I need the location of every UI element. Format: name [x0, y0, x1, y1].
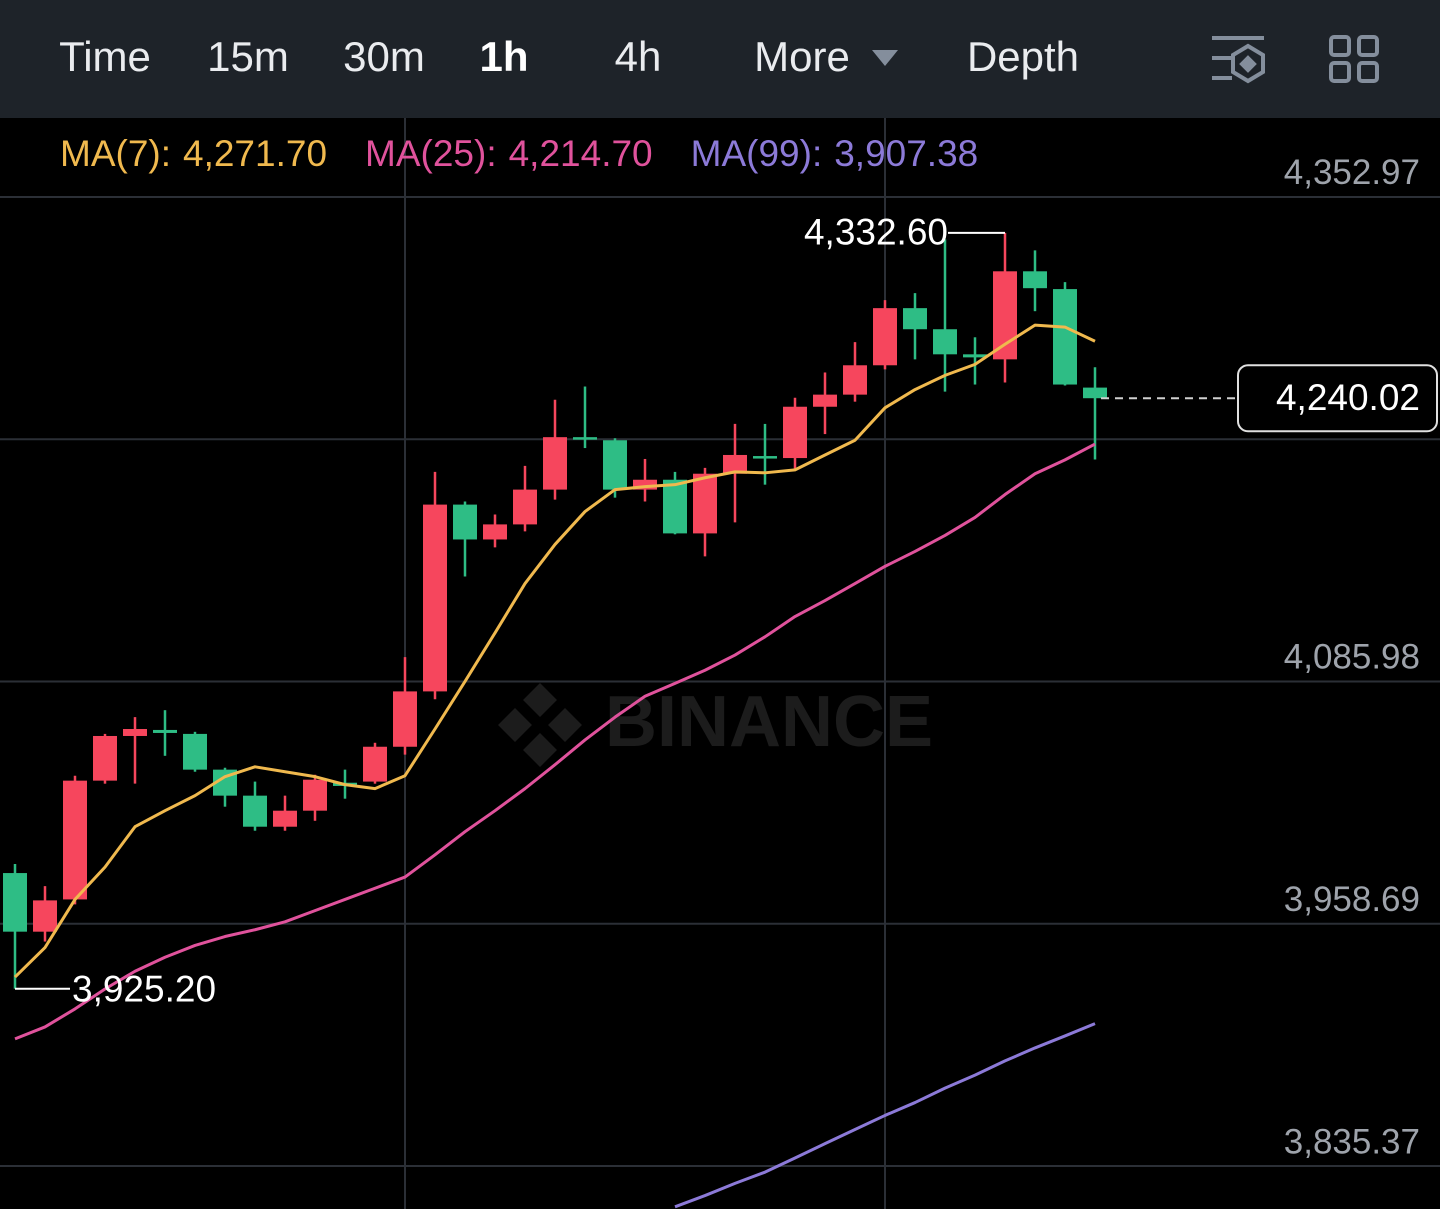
legend-value: 4,271.70	[183, 133, 327, 174]
last-price-box	[1237, 364, 1438, 433]
candle-body	[363, 746, 387, 782]
candles	[3, 232, 1107, 989]
grid	[0, 195, 1440, 1168]
low-label: 3,925.20	[72, 969, 216, 1010]
candle-body	[543, 437, 567, 490]
tab-15m[interactable]: 15m	[207, 33, 289, 80]
indicator-settings-icon[interactable]	[1212, 36, 1265, 84]
candle-body	[633, 479, 657, 490]
candle-body	[963, 354, 987, 358]
candle-body	[423, 504, 447, 692]
candle-body	[573, 437, 597, 440]
candle-body	[813, 394, 837, 407]
candle-body	[723, 454, 747, 474]
candle-body	[3, 873, 27, 932]
candle-body	[603, 440, 627, 490]
legend-value: 3,907.38	[834, 133, 978, 174]
legend: MA(7): 4,271.70 MA(25): 4,214.70 MA(99): 3,90…	[60, 133, 978, 174]
candle-body	[753, 456, 777, 459]
y-tick-label: 3,835.37	[1284, 1122, 1420, 1161]
tab-depth[interactable]: Depth	[967, 33, 1079, 80]
legend-value: 4,214.70	[509, 133, 653, 174]
candle-body	[183, 733, 207, 770]
watermark-text: BINANCE	[605, 682, 933, 762]
y-tick-label: 4,352.97	[1284, 153, 1420, 192]
ma-line	[14, 442, 1096, 1041]
candle-body	[993, 271, 1017, 360]
candle-body	[153, 729, 177, 733]
candle-body	[693, 473, 717, 534]
tab-30m[interactable]: 30m	[343, 33, 425, 80]
high-label: 4,332.60	[804, 212, 948, 253]
candle-body	[393, 691, 417, 747]
candle-body	[843, 365, 867, 395]
ma-line	[674, 1022, 1096, 1209]
candle-body	[1083, 387, 1107, 399]
candle-body	[933, 329, 957, 355]
candle-body	[903, 308, 927, 330]
watermark-logo	[498, 683, 582, 767]
legend-name: MA(25):	[365, 133, 497, 174]
candle-body	[273, 810, 297, 827]
dropdown-caret[interactable]	[872, 50, 898, 66]
y-tick-label: 3,958.69	[1284, 880, 1420, 919]
candle-body	[1023, 271, 1047, 289]
candle-body	[1053, 289, 1077, 385]
toolbar: Time 15m 30m 1h 4h More Depth	[0, 0, 1440, 118]
candle-body	[33, 900, 57, 932]
candle-body	[513, 489, 537, 525]
candle-body	[453, 504, 477, 540]
candle-body	[663, 479, 687, 534]
ma-line	[13, 323, 1096, 979]
candle-body	[483, 524, 507, 540]
y-tick-label: 4,085.98	[1284, 638, 1420, 677]
candle-body	[63, 780, 87, 900]
candle-body	[93, 735, 117, 781]
tab-more[interactable]: More	[754, 33, 850, 80]
legend-name: MA(99):	[691, 133, 823, 174]
candle-body	[783, 406, 807, 459]
tab-time[interactable]: Time	[59, 33, 151, 80]
toolbar-background	[0, 0, 1440, 118]
candle-body	[873, 308, 897, 366]
legend-name: MA(7):	[60, 133, 171, 174]
tab-1h[interactable]: 1h	[479, 33, 528, 80]
tab-4h[interactable]: 4h	[615, 33, 662, 80]
candle-body	[243, 795, 267, 827]
layout-icon[interactable]	[1329, 35, 1379, 83]
candle-body	[123, 729, 147, 736]
last-price-label: 4,240.02	[1276, 377, 1420, 418]
candle-body	[303, 779, 327, 811]
